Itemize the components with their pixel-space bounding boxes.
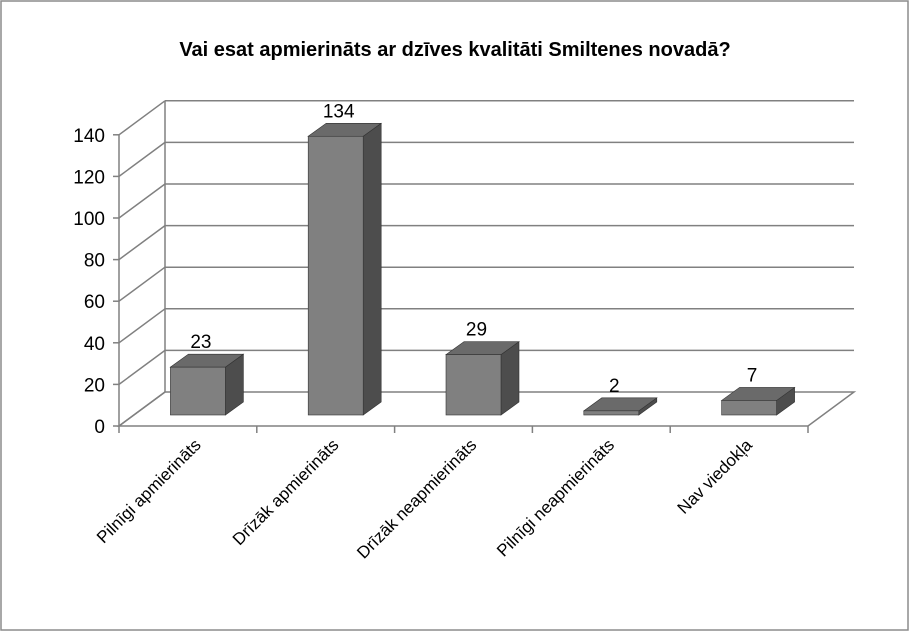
bar (170, 366, 226, 416)
bar (721, 400, 777, 416)
data-label: 23 (190, 332, 211, 353)
y-tick-label: 140 (73, 126, 105, 147)
y-tick-label: 0 (94, 417, 105, 438)
gridline-side (118, 349, 166, 386)
gridline-side (118, 266, 166, 302)
data-label: 29 (466, 320, 487, 341)
y-tick-label: 40 (84, 334, 105, 355)
bar (445, 354, 502, 416)
data-label: 2 (609, 376, 620, 397)
bar (307, 135, 364, 416)
y-tick-label: 60 (84, 292, 105, 313)
bar (583, 410, 640, 416)
data-label: 7 (747, 365, 758, 386)
data-labels: 23 134 29 2 7 (190, 101, 757, 397)
bars (169, 122, 796, 416)
y-tick-label: 20 (84, 375, 105, 396)
y-tick-label: 120 (73, 167, 105, 188)
bar-side (362, 122, 382, 416)
y-tick-label: 100 (73, 209, 105, 230)
gridline-side (118, 224, 166, 261)
gridline-side (118, 183, 166, 219)
gridline-side (118, 308, 166, 344)
data-label: 134 (323, 101, 355, 122)
gridline-side (118, 141, 166, 178)
y-axis-ticks: 0 20 40 60 80 100 120 140 (73, 126, 809, 438)
gridline-side (118, 391, 166, 427)
y-tick-label: 80 (84, 251, 105, 272)
chart-title: Vai esat apmierināts ar dzīves kvalitāti… (179, 39, 730, 61)
gridline-side (118, 100, 166, 136)
